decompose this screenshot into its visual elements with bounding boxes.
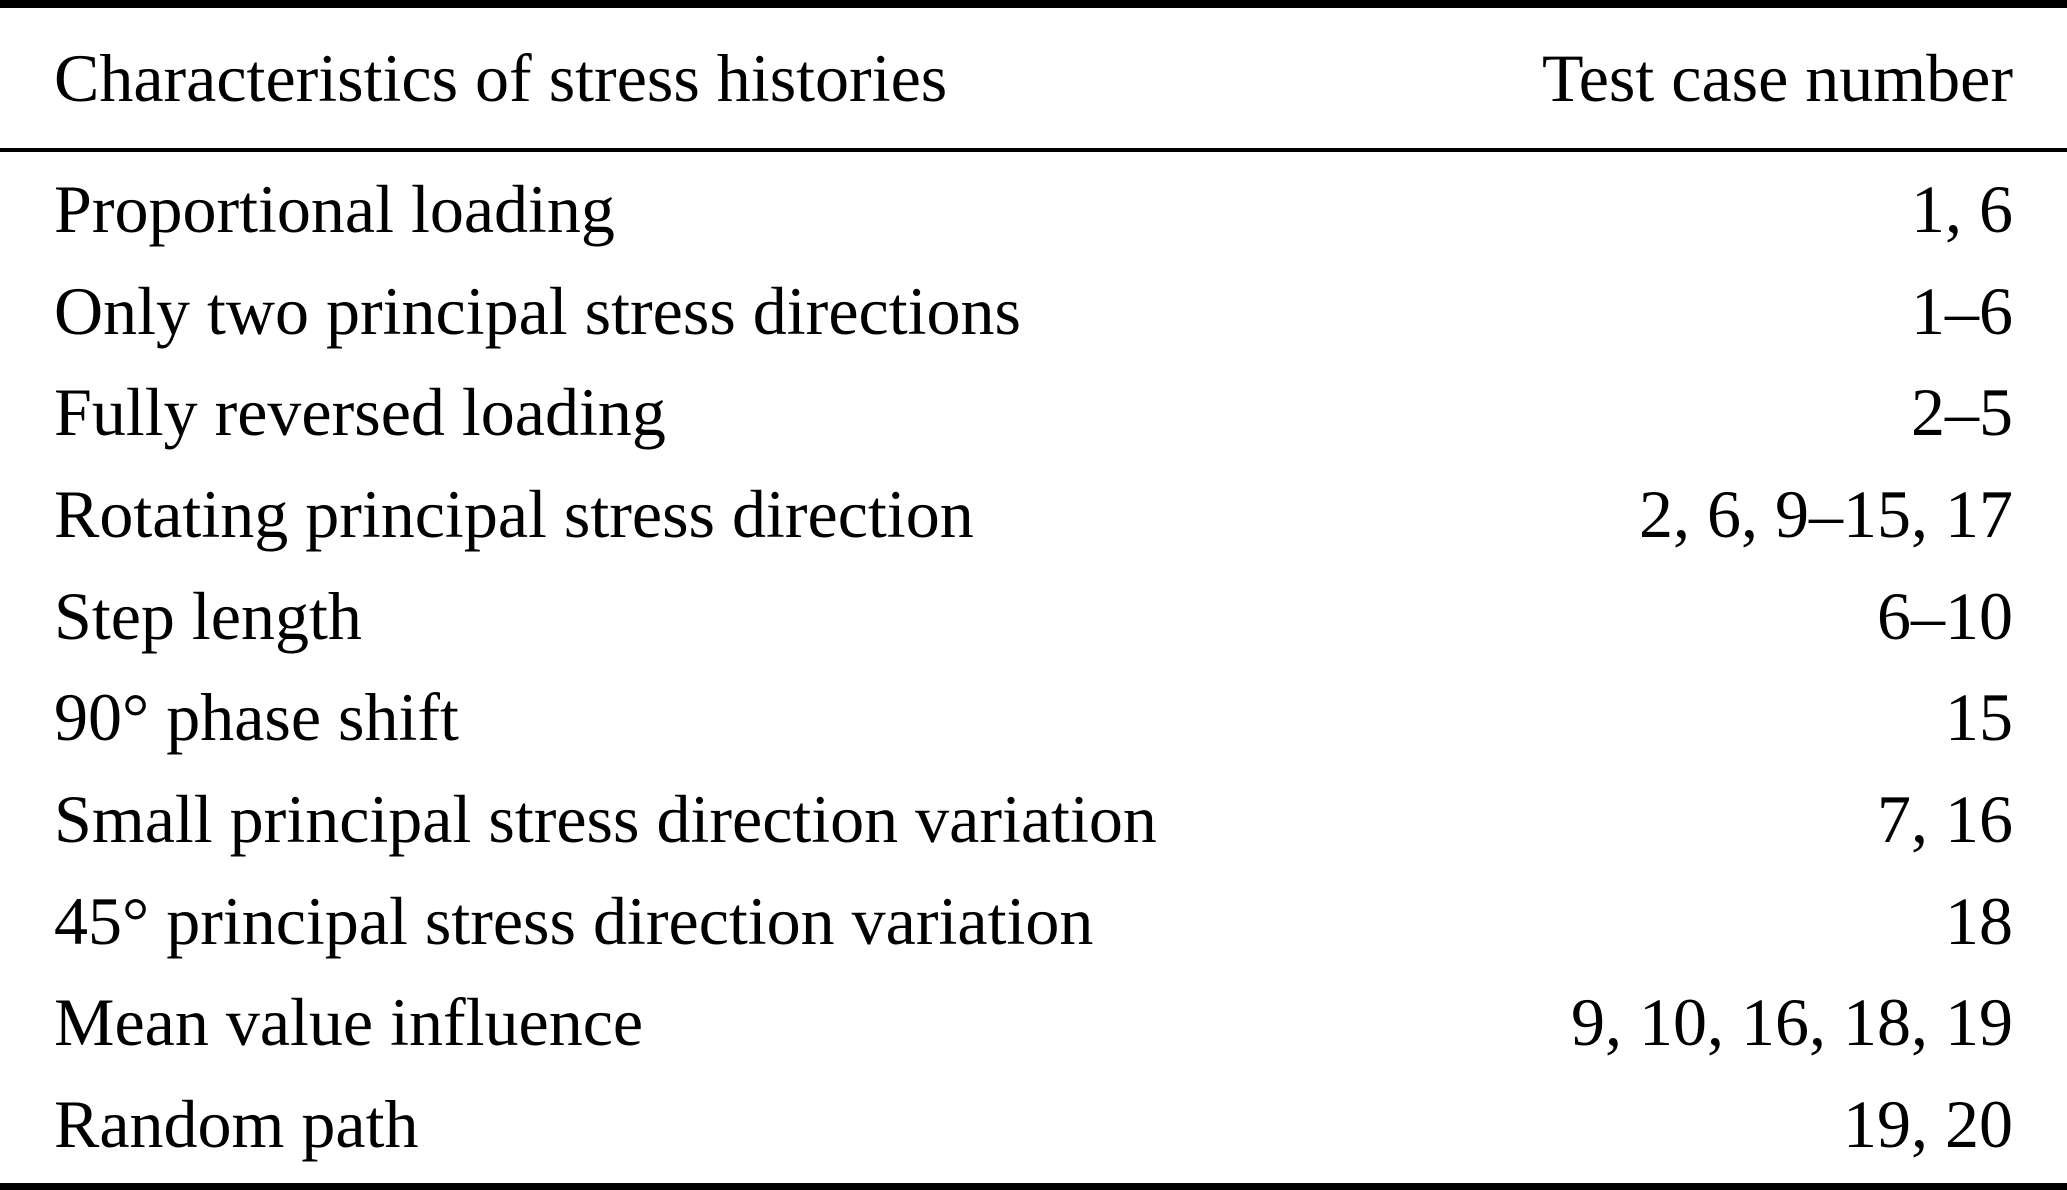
characteristic-cell: Mean value influence	[54, 984, 644, 1061]
characteristic-cell: Step length	[54, 577, 362, 654]
table-body: Proportional loading 1, 6 Only two princ…	[0, 152, 2067, 1183]
header-separator-rule	[0, 148, 2067, 152]
test-case-cell: 1–6	[1911, 272, 2013, 349]
characteristic-cell: 90° phase shift	[54, 679, 459, 756]
table-row: Mean value influence 9, 10, 16, 18, 19	[0, 972, 2067, 1074]
characteristic-cell: Random path	[54, 1086, 419, 1163]
table-row: Proportional loading 1, 6	[0, 158, 2067, 260]
column-header-characteristics: Characteristics of stress histories	[54, 40, 948, 116]
characteristic-cell: Proportional loading	[54, 170, 615, 247]
table-row: 45° principal stress direction variation…	[0, 870, 2067, 972]
characteristic-cell: Fully reversed loading	[54, 374, 666, 451]
test-case-cell: 2–5	[1911, 374, 2013, 451]
test-case-cell: 1, 6	[1911, 170, 2013, 247]
characteristic-cell: Only two principal stress directions	[54, 272, 1021, 349]
table-row: Only two principal stress directions 1–6	[0, 260, 2067, 362]
table-row: Random path 19, 20	[0, 1073, 2067, 1175]
table-header-row: Characteristics of stress histories Test…	[0, 8, 2067, 148]
table-row: 90° phase shift 15	[0, 667, 2067, 769]
test-case-cell: 15	[1945, 679, 2013, 756]
table-row: Rotating principal stress direction 2, 6…	[0, 463, 2067, 565]
characteristic-cell: Small principal stress direction variati…	[54, 781, 1157, 858]
table-row: Small principal stress direction variati…	[0, 768, 2067, 870]
test-case-cell: 7, 16	[1877, 781, 2013, 858]
table-bottom-rule	[0, 1183, 2067, 1190]
characteristic-cell: Rotating principal stress direction	[54, 475, 974, 552]
table-top-rule	[0, 0, 2067, 8]
test-case-cell: 2, 6, 9–15, 17	[1639, 475, 2013, 552]
test-case-cell: 18	[1945, 882, 2013, 959]
table-row: Step length 6–10	[0, 565, 2067, 667]
characteristic-cell: 45° principal stress direction variation	[54, 882, 1094, 959]
column-header-test-case-number: Test case number	[1541, 40, 2013, 116]
test-case-cell: 6–10	[1877, 577, 2013, 654]
table-row: Fully reversed loading 2–5	[0, 361, 2067, 463]
test-case-cell: 9, 10, 16, 18, 19	[1571, 984, 2013, 1061]
test-case-cell: 19, 20	[1843, 1086, 2013, 1163]
